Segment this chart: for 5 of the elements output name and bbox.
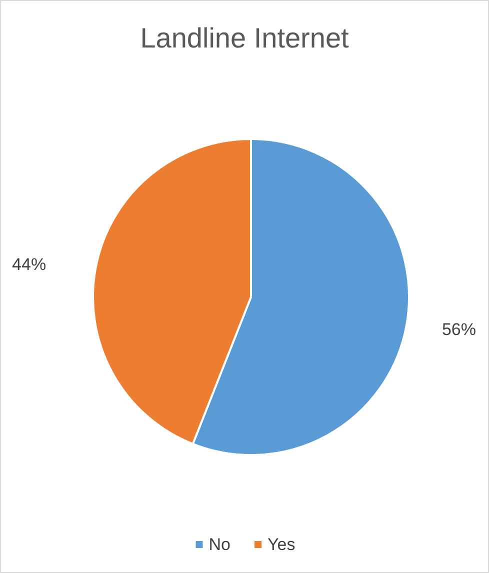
chart-title: Landline Internet [140, 22, 350, 54]
legend-label: Yes [268, 535, 296, 554]
data-label: 44% [12, 255, 46, 274]
data-label: 56% [442, 320, 476, 339]
legend-label: No [208, 535, 230, 554]
